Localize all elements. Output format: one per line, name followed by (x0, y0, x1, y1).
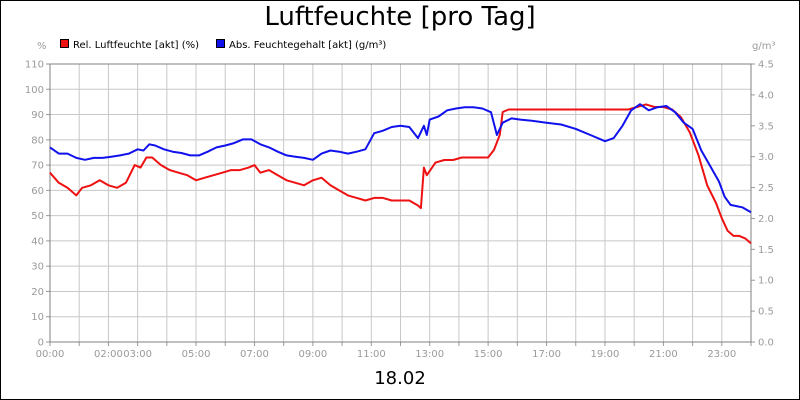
x-axis-tick-label: 00:00 (36, 349, 65, 360)
absolute-humidity-line (49, 103, 752, 214)
left-axis-tick-label: 80 (31, 135, 44, 146)
left-axis-tick-label: 50 (31, 211, 44, 222)
x-axis-tick-label: 17:00 (532, 349, 561, 360)
x-axis-tick-label: 21:00 (649, 349, 678, 360)
right-axis-tick-label: 2.0 (758, 214, 774, 225)
right-axis-tick-label: 4.0 (758, 90, 774, 101)
left-axis-tick-label: 20 (31, 287, 44, 298)
x-axis-tick-label: 19:00 (591, 349, 620, 360)
chart-title: Luftfeuchte [pro Tag] (264, 2, 536, 32)
x-axis-tick-label: 11:00 (357, 349, 386, 360)
right-axis-unit: g/m³ (752, 41, 776, 52)
x-axis-tick-label: 09:00 (298, 349, 327, 360)
legend-item-absolute-humidity: Abs. Feuchtegehalt [akt] (g/m³) (216, 39, 386, 51)
right-axis-tick-label: 2.5 (758, 183, 774, 194)
left-axis-tick-label: 60 (31, 186, 44, 197)
right-axis-tick-label: 0.5 (758, 307, 774, 318)
legend-label-absolute-humidity: Abs. Feuchtegehalt [akt] (g/m³) (229, 40, 387, 51)
x-axis-tick-label: 05:00 (182, 349, 211, 360)
x-axis-tick-label: 07:00 (240, 349, 269, 360)
legend-label-relative-humidity: Rel. Luftfeuchte [akt] (%) (73, 40, 200, 51)
left-axis-tick-label: 10 (31, 312, 44, 323)
right-axis-tick-label: 0.0 (758, 338, 774, 349)
chart-date-label: 18.02 (374, 368, 426, 389)
right-axis-tick-label: 3.5 (758, 121, 774, 132)
left-axis-tick-label: 70 (31, 161, 44, 172)
left-axis-unit: % (37, 41, 47, 52)
left-axis-tick-label: 100 (25, 85, 44, 96)
left-axis-tick-label: 110 (25, 60, 44, 71)
x-axis-tick-label: 03:00 (123, 349, 152, 360)
x-axis-tick-label: 02:00 (94, 349, 123, 360)
legend-swatch-absolute-humidity (216, 39, 225, 48)
left-axis-tick-label: 0 (38, 338, 44, 349)
right-axis-tick-label: 1.5 (758, 245, 774, 256)
legend-item-relative-humidity: Rel. Luftfeuchte [akt] (%) (60, 39, 199, 51)
x-axis-tick-label: 23:00 (707, 349, 736, 360)
left-axis-tick-label: 90 (31, 110, 44, 121)
left-axis-tick-label: 40 (31, 236, 44, 247)
plot-border (49, 63, 752, 343)
relative-humidity-line (49, 103, 752, 245)
x-axis-tick-label: 13:00 (415, 349, 444, 360)
x-axis-tick-label: 15:00 (474, 349, 503, 360)
right-axis-tick-label: 4.5 (758, 60, 774, 71)
legend-swatch-relative-humidity (60, 39, 69, 48)
right-axis-tick-label: 1.0 (758, 276, 774, 287)
left-axis-tick-label: 30 (31, 262, 44, 273)
right-axis-tick-label: 3.0 (758, 152, 774, 163)
